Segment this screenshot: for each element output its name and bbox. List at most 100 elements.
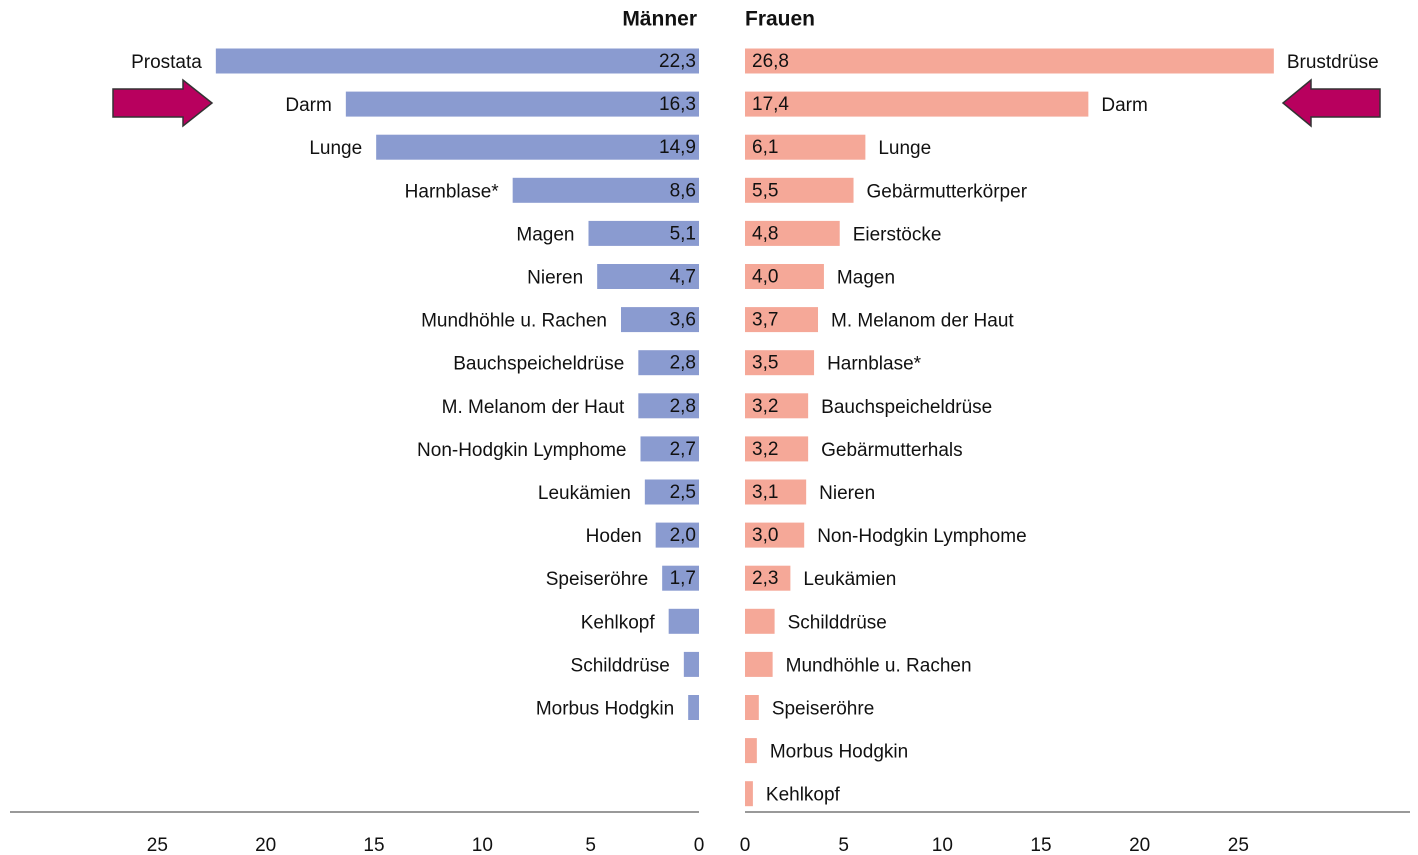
category-label: Lunge <box>878 138 931 159</box>
bar <box>638 393 699 419</box>
category-label: Darm <box>285 95 331 116</box>
category-label: Hoden <box>586 526 642 547</box>
value-label: 4,8 <box>752 223 778 244</box>
bar <box>621 307 699 333</box>
value-label: 16,3 <box>659 94 696 115</box>
x-tick-label: 15 <box>1030 835 1051 855</box>
x-tick-label: 0 <box>694 835 705 855</box>
category-label: Leukämien <box>538 483 631 504</box>
value-label: 3,5 <box>752 353 778 374</box>
value-label: 3,7 <box>752 310 778 331</box>
value-label: 3,2 <box>752 439 778 460</box>
x-tick-label: 10 <box>932 835 953 855</box>
bar <box>745 307 819 333</box>
bar <box>588 220 699 246</box>
value-label: 4,7 <box>670 267 696 288</box>
bar <box>745 134 866 160</box>
value-label: 2,8 <box>670 353 696 374</box>
bar <box>745 177 854 203</box>
bar <box>745 393 809 419</box>
bar <box>745 479 807 505</box>
category-label: Non-Hodgkin Lymphome <box>817 526 1026 547</box>
category-label: Mundhöhle u. Rachen <box>786 655 972 676</box>
category-label: Bauchspeicheldrüse <box>821 397 992 418</box>
x-tick-label: 5 <box>838 835 849 855</box>
category-label: M. Melanom der Haut <box>442 397 625 418</box>
bar <box>745 220 840 246</box>
category-label: Gebärmutterkörper <box>867 181 1028 202</box>
x-tick-label: 20 <box>1129 835 1150 855</box>
category-label: Brustdrüse <box>1287 52 1379 73</box>
arrow <box>1281 78 1381 128</box>
bar <box>745 738 757 764</box>
category-label: Kehlkopf <box>581 612 656 633</box>
category-label: Nieren <box>527 268 583 289</box>
category-label: Eierstöcke <box>853 224 942 245</box>
value-label: 14,9 <box>659 137 696 158</box>
category-label: Darm <box>1101 95 1147 116</box>
bar <box>215 48 700 74</box>
bar <box>376 134 699 160</box>
value-label: 3,2 <box>752 396 778 417</box>
category-label: Speiseröhre <box>546 569 648 590</box>
x-tick-label: 5 <box>585 835 596 855</box>
category-label: Harnblase* <box>405 181 500 202</box>
value-label: 4,0 <box>752 267 778 288</box>
value-label: 3,6 <box>670 310 696 331</box>
value-label: 2,7 <box>670 439 696 460</box>
bar <box>655 522 699 548</box>
value-label: 2,0 <box>670 525 696 546</box>
x-tick-label: 20 <box>255 835 276 855</box>
category-label: Speiseröhre <box>772 699 874 720</box>
value-label: 2,8 <box>670 396 696 417</box>
value-label: 26,8 <box>752 51 789 72</box>
category-label: Gebärmutterhals <box>821 440 963 461</box>
bar <box>745 91 1089 117</box>
chart-title: Frauen <box>745 8 815 31</box>
category-label: Non-Hodgkin Lymphome <box>417 440 626 461</box>
category-label: Magen <box>837 268 895 289</box>
bar <box>745 781 753 807</box>
bar <box>745 565 791 591</box>
category-label: Schilddrüse <box>571 655 670 676</box>
category-label: Magen <box>516 224 574 245</box>
bar <box>745 608 775 634</box>
category-label: M. Melanom der Haut <box>831 311 1014 332</box>
value-label: 22,3 <box>659 51 696 72</box>
category-label: Leukämien <box>803 569 896 590</box>
category-label: Morbus Hodgkin <box>536 699 674 720</box>
value-label: 1,7 <box>670 568 696 589</box>
x-tick-label: 15 <box>363 835 384 855</box>
value-label: 2,5 <box>670 482 696 503</box>
bar <box>745 436 809 462</box>
bar <box>345 91 699 117</box>
bar <box>644 479 699 505</box>
chart-title: Männer <box>622 8 697 31</box>
category-label: Morbus Hodgkin <box>770 742 908 763</box>
category-label: Nieren <box>819 483 875 504</box>
x-tick-label: 25 <box>1228 835 1249 855</box>
category-label: Prostata <box>131 52 202 73</box>
value-label: 6,1 <box>752 137 778 158</box>
bar <box>597 264 699 289</box>
value-label: 5,1 <box>670 223 696 244</box>
category-label: Schilddrüse <box>788 612 887 633</box>
bar <box>683 651 699 677</box>
category-label: Kehlkopf <box>766 785 841 806</box>
x-tick-label: 25 <box>147 835 168 855</box>
value-label: 2,3 <box>752 568 778 589</box>
bar <box>745 695 759 720</box>
bar <box>668 608 699 634</box>
value-label: 8,6 <box>670 180 696 201</box>
category-label: Lunge <box>309 138 362 159</box>
arrow <box>112 78 214 128</box>
x-tick-label: 10 <box>472 835 493 855</box>
bar <box>640 436 699 462</box>
value-label: 5,5 <box>752 180 778 201</box>
bar <box>745 264 824 289</box>
bar <box>745 48 1274 74</box>
category-label: Bauchspeicheldrüse <box>453 354 624 375</box>
bar <box>745 350 815 376</box>
bar <box>688 695 699 720</box>
